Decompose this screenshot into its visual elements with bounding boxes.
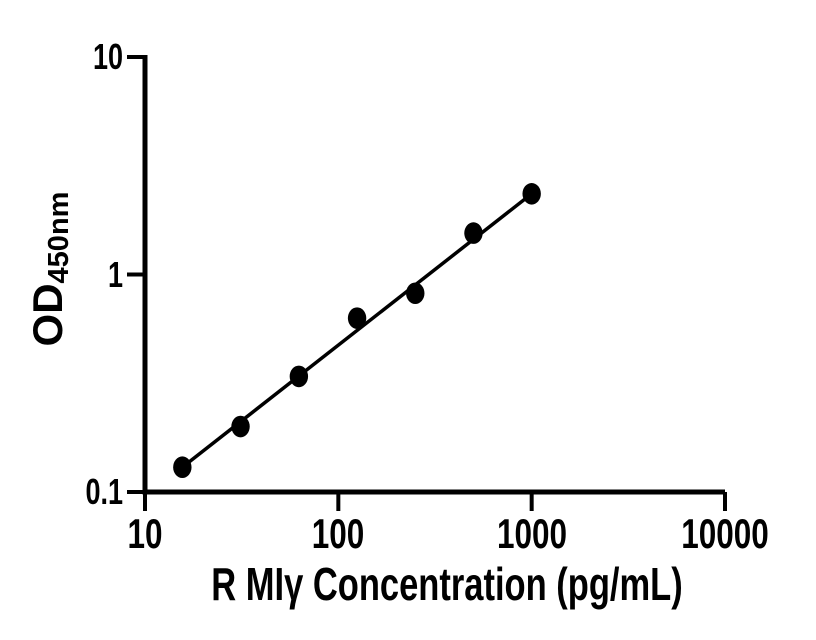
data-point-7: [522, 182, 541, 205]
y-tick-label-1: 1: [107, 253, 123, 295]
axes-layer: [127, 55, 727, 511]
data-point-6: [464, 222, 483, 244]
y-axis-title-subscript: 450nm: [43, 191, 75, 284]
series-layer: [173, 182, 541, 479]
data-point-3: [289, 365, 309, 388]
x-tick-label-1000: 1000: [496, 510, 567, 557]
x-tick-label-100: 100: [312, 510, 365, 557]
y-axis-title: OD450nm: [24, 191, 75, 347]
data-point-5: [406, 282, 425, 305]
y-axis-title-text: OD: [24, 283, 71, 347]
x-axis-title: R MIγ Concentration (pg/mL): [211, 558, 683, 610]
data-point-2: [231, 415, 250, 438]
data-point-1: [173, 456, 192, 479]
y-tick-label-0.1: 0.1: [85, 471, 123, 512]
x-tick-label-10000: 10000: [681, 510, 769, 557]
y-tick-label-10: 10: [92, 36, 123, 77]
x-tick-label-10: 10: [127, 510, 163, 557]
data-point-4: [347, 307, 367, 329]
